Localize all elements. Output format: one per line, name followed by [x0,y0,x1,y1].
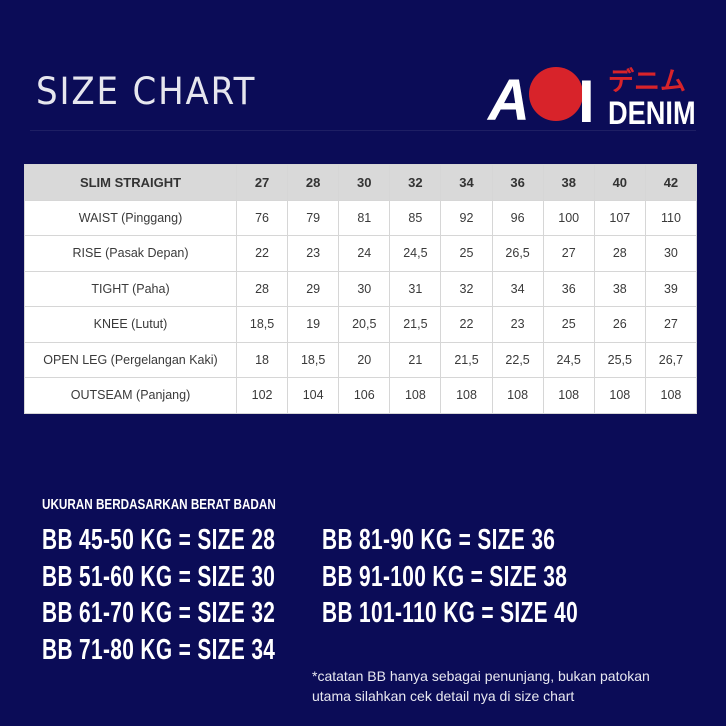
table-cell: 110 [644,199,698,236]
table-cell: 79 [287,199,340,236]
table-cell: 20 [338,341,391,378]
svg-text:I: I [578,68,595,132]
size-header: 34 [440,164,493,201]
table-cell: 21,5 [389,306,442,343]
table-cell: 108 [542,377,595,414]
row-label: WAIST (Pinggang) [24,199,237,236]
table-row: KNEE (Lutut) 18,5 19 20,5 21,5 22 23 25 26 27 [24,306,698,343]
row-label: TIGHT (Paha) [24,270,237,307]
table-row: TIGHT (Paha) 28 29 30 31 32 34 36 38 39 [24,270,698,307]
footnote-line: utama silahkan cek detail nya di size ch… [312,688,575,704]
table-cell: 32 [440,270,493,307]
table-cell: 108 [491,377,544,414]
table-cell: 92 [440,199,493,236]
size-header: 30 [338,164,391,201]
weight-size-rule: BB 61-70 KG = SIZE 32 [42,597,276,629]
row-label: OUTSEAM (Panjang) [24,377,237,414]
table-header-row: SLIM STRAIGHT 27 28 30 32 34 36 38 40 42 [24,164,698,201]
size-header: 28 [287,164,340,201]
table-cell: 25 [542,306,595,343]
row-label: RISE (Pasak Depan) [24,235,237,272]
table-cell: 85 [389,199,442,236]
divider [30,130,696,131]
table-cell: 24 [338,235,391,272]
table-cell: 30 [644,235,698,272]
page-title: SIZE CHART [36,70,257,113]
size-table: SLIM STRAIGHT 27 28 30 32 34 36 38 40 42 WAIST (… [24,164,698,414]
table-cell: 102 [235,377,289,414]
table-cell: 20,5 [338,306,391,343]
table-cell: 26,5 [491,235,544,272]
table-cell: 30 [338,270,391,307]
table-cell: 26,7 [644,341,698,378]
table-cell: 108 [440,377,493,414]
table-cell: 106 [338,377,391,414]
table-cell: 31 [389,270,442,307]
corner-header: SLIM STRAIGHT [24,164,237,201]
table-cell: 25,5 [593,341,646,378]
size-header: 40 [593,164,646,201]
weight-size-rule: BB 51-60 KG = SIZE 30 [42,560,276,593]
table-cell: 81 [338,199,391,236]
table-cell: 25 [440,235,493,272]
table-row: OUTSEAM (Panjang) 102 104 106 108 108 108 108 10… [24,377,698,414]
table-cell: 21 [389,341,442,378]
size-header: 42 [644,164,698,201]
size-header: 38 [542,164,595,201]
table-cell: 22 [440,306,493,343]
table-cell: 108 [644,377,698,414]
table-cell: 28 [235,270,289,307]
size-header: 27 [235,164,289,201]
table-cell: 21,5 [440,341,493,378]
size-header: 36 [491,164,544,201]
weight-size-rule: BB 81-90 KG = SIZE 36 [322,524,556,556]
table-cell: 24,5 [389,235,442,272]
table-cell: 34 [491,270,544,307]
table-cell: 24,5 [542,341,595,378]
table-row: RISE (Pasak Depan) 22 23 24 24,5 25 26,5 27 28 30 [24,235,698,272]
row-label: OPEN LEG (Pergelangan Kaki) [24,341,237,378]
table-cell: 27 [644,306,698,343]
table-cell: 100 [542,199,595,236]
table-cell: 104 [287,377,340,414]
footnote-line: *catatan BB hanya sebagai penunjang, buk… [312,668,650,684]
row-label: KNEE (Lutut) [24,306,237,343]
footnote: *catatan BB hanya sebagai penunjang, buk… [312,666,650,706]
weight-size-rule: BB 101-110 KG = SIZE 40 [322,597,579,629]
table-cell: 18,5 [287,341,340,378]
table-cell: 22,5 [491,341,544,378]
table-cell: 27 [542,235,595,272]
table-cell: 76 [235,199,289,236]
table-row: OPEN LEG (Pergelangan Kaki) 18 18,5 20 21 21,… [24,341,698,378]
weight-size-rule: BB 45-50 KG = SIZE 28 [42,524,276,556]
table-cell: 19 [287,306,340,343]
table-cell: 26 [593,306,646,343]
svg-text:デニム: デニム [608,66,686,97]
weight-size-rule: BB 71-80 KG = SIZE 34 [42,633,276,666]
table-cell: 28 [593,235,646,272]
table-cell: 38 [593,270,646,307]
svg-text:DENIM: DENIM [608,96,696,132]
table-row: WAIST (Pinggang) 76 79 81 85 92 96 100 107 110 [24,199,698,236]
table-cell: 18 [235,341,289,378]
aoi-denim-logo: A I デニム DENIM [486,66,696,132]
svg-text:A: A [486,68,530,132]
table-cell: 108 [593,377,646,414]
table-cell: 96 [491,199,544,236]
table-cell: 23 [287,235,340,272]
table-cell: 23 [491,306,544,343]
red-sun-icon [529,67,583,121]
weight-guide-heading: UKURAN BERDASARKAN BERAT BADAN [42,496,276,513]
table-cell: 108 [389,377,442,414]
table-cell: 107 [593,199,646,236]
table-cell: 18,5 [235,306,289,343]
size-header: 32 [389,164,442,201]
weight-size-rule: BB 91-100 KG = SIZE 38 [322,560,568,593]
table-cell: 29 [287,270,340,307]
table-cell: 39 [644,270,698,307]
table-cell: 22 [235,235,289,272]
table-cell: 36 [542,270,595,307]
